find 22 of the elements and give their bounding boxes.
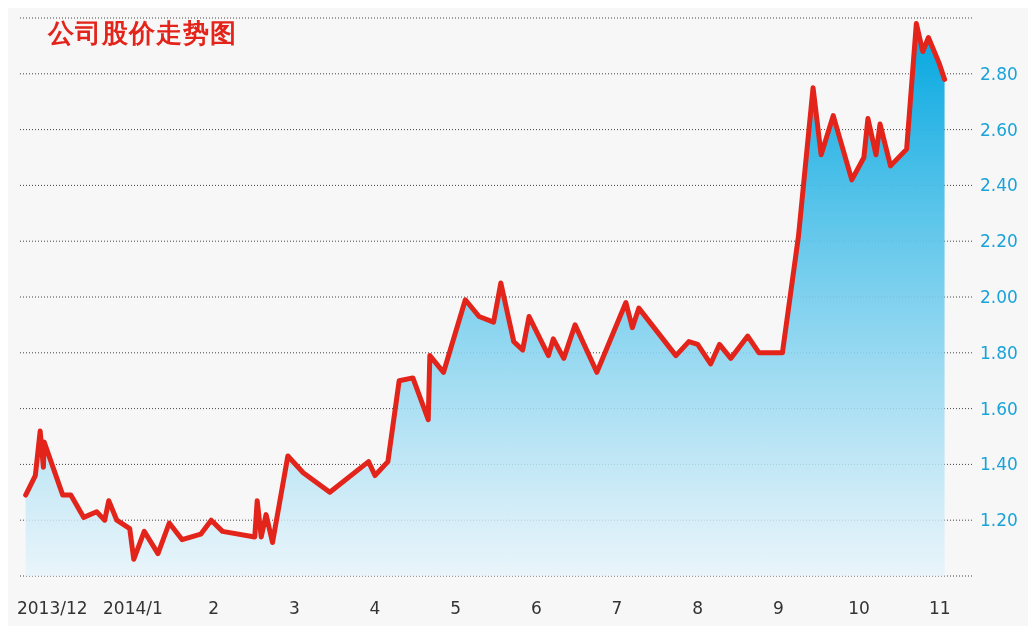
x-tick-label: 2013/12 <box>16 598 88 619</box>
x-tick-label: 3 <box>288 598 300 619</box>
y-tick-label: 1.40 <box>980 454 1018 475</box>
chart-title: 公司股价走势图 <box>48 17 237 50</box>
y-tick-label: 1.20 <box>980 510 1018 531</box>
x-tick-label: 7 <box>611 598 623 619</box>
x-tick-label: 11 <box>928 598 951 619</box>
y-tick-label: 2.80 <box>980 63 1018 84</box>
y-tick-label: 2.60 <box>980 119 1018 140</box>
x-tick-label: 9 <box>772 598 784 619</box>
x-tick-label: 10 <box>848 598 870 619</box>
y-tick-label: 2.40 <box>980 175 1018 196</box>
x-tick-label: 2 <box>208 598 220 619</box>
y-tick-label: 2.00 <box>980 287 1018 308</box>
x-tick-label: 8 <box>692 598 704 619</box>
y-tick-label: 1.80 <box>980 342 1018 363</box>
x-tick-label: 5 <box>450 598 462 619</box>
x-tick-label: 6 <box>530 598 542 619</box>
y-tick-label: 2.20 <box>980 231 1018 252</box>
y-tick-label: 1.60 <box>980 398 1018 419</box>
x-tick-label: 4 <box>369 598 381 619</box>
x-tick-label: 2014/1 <box>103 598 163 619</box>
